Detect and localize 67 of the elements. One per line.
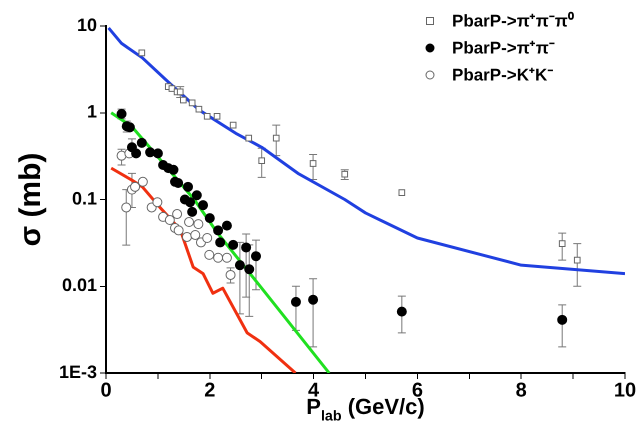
point — [182, 232, 192, 242]
point — [198, 200, 208, 210]
point — [185, 197, 196, 208]
point — [196, 106, 202, 112]
point — [272, 134, 280, 142]
point — [396, 306, 407, 317]
point — [202, 232, 212, 243]
point — [215, 237, 226, 248]
point — [121, 202, 132, 212]
point — [310, 160, 316, 167]
point — [180, 96, 187, 104]
point — [192, 190, 202, 200]
y-tick-label: 10 — [76, 14, 97, 35]
point — [258, 157, 266, 164]
legend-label: PbarP->π⁺π⁻ — [452, 38, 555, 58]
legend-label: PbarP->π⁺π⁻π⁰ — [452, 12, 574, 31]
x-tick-label: 0 — [100, 380, 112, 402]
point — [214, 112, 220, 120]
point — [226, 270, 236, 280]
point — [250, 251, 261, 262]
point — [290, 296, 301, 307]
y-tick-label: 1E-3 — [58, 362, 97, 382]
point — [173, 178, 184, 188]
point — [557, 314, 568, 325]
y-axis-title: σ (mb) — [14, 152, 47, 246]
point — [245, 134, 252, 142]
point — [183, 182, 193, 192]
y-tick-label: 0.01 — [62, 275, 97, 296]
point — [558, 240, 566, 247]
point — [193, 219, 204, 230]
point — [138, 50, 146, 56]
point — [152, 148, 163, 158]
point — [230, 122, 236, 128]
point — [190, 230, 200, 240]
point — [574, 256, 581, 264]
point — [213, 225, 224, 236]
point — [234, 260, 245, 270]
point — [222, 252, 232, 263]
point — [168, 85, 176, 92]
point — [188, 100, 196, 106]
point — [308, 294, 318, 305]
legend-label: PbarP->K⁺K⁻ — [452, 66, 554, 85]
point — [204, 112, 211, 120]
point — [116, 150, 127, 161]
x-tick-label: 10 — [614, 380, 636, 402]
point — [136, 138, 147, 148]
point — [172, 209, 182, 220]
point — [222, 220, 232, 231]
point — [138, 176, 148, 187]
point — [152, 197, 162, 208]
point — [130, 182, 140, 192]
x-tick-label: 2 — [204, 380, 216, 402]
point — [398, 189, 406, 196]
point — [187, 206, 198, 217]
x-tick-label: 8 — [516, 380, 527, 402]
point — [168, 164, 178, 175]
point — [244, 264, 254, 274]
point — [131, 148, 142, 158]
point — [228, 240, 238, 250]
y-tick-label: 0.1 — [72, 188, 97, 208]
point — [184, 217, 194, 228]
point — [241, 242, 252, 252]
point — [174, 225, 184, 236]
point — [164, 215, 175, 226]
y-tick-label: 1 — [86, 102, 97, 122]
point — [204, 213, 215, 224]
point — [204, 250, 214, 260]
